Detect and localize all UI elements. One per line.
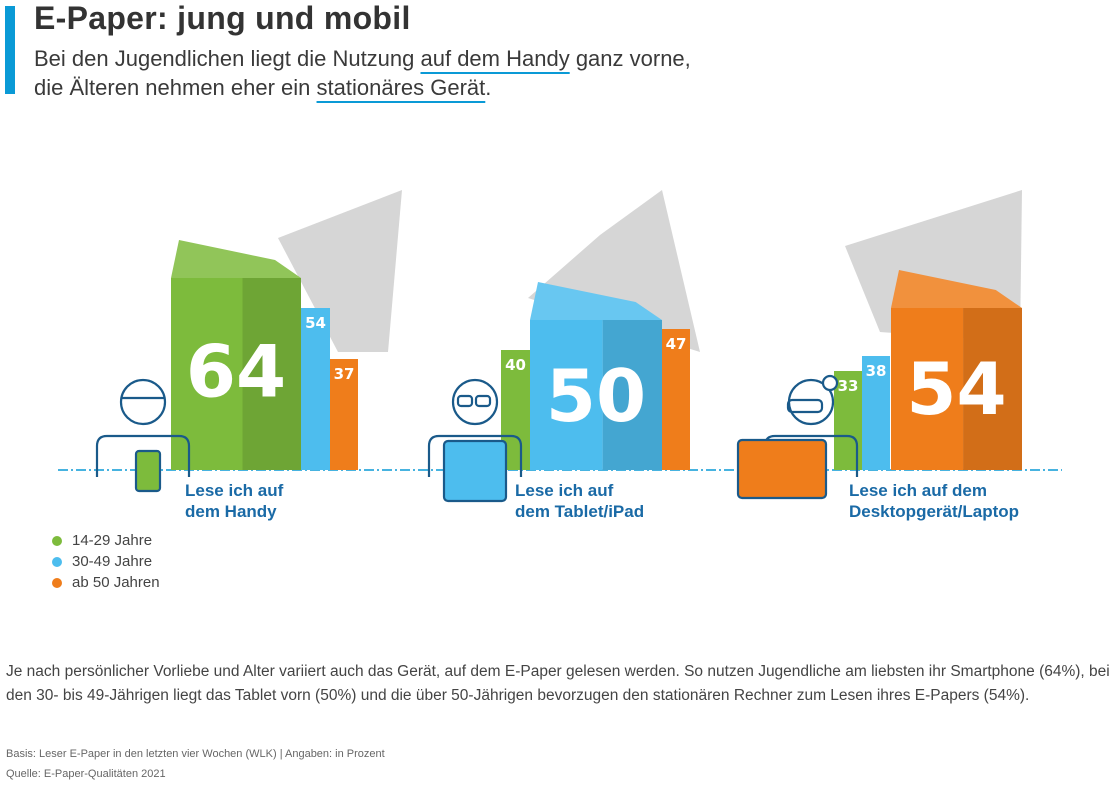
- legend: 14-29 Jahre 30-49 Jahre ab 50 Jahren: [52, 530, 160, 593]
- bar-top: [171, 240, 301, 278]
- subtitle-highlight-handy: auf dem Handy: [420, 46, 570, 71]
- legend-dot: [52, 535, 62, 546]
- bar: [862, 356, 890, 470]
- bar: [171, 278, 243, 470]
- bar-side: [963, 308, 1022, 470]
- description-text: Je nach persönlicher Vorliebe und Alter …: [6, 663, 1110, 704]
- bar-group-1: 40 50 47 Lese ich auf dem Tablet/iPad: [427, 190, 700, 521]
- category-label: Lese ich auf dem: [849, 481, 987, 500]
- subtitle-line-2: die Älteren nehmen eher ein stationäres …: [34, 73, 691, 102]
- data-label: 54: [305, 314, 326, 332]
- legend-label: 30-49 Jahre: [72, 553, 153, 570]
- bar-group-2: 33 38 54 Lese ich auf dem Desktopgerät/Lapto…: [736, 190, 1022, 521]
- data-label: 47: [666, 335, 687, 353]
- smartphone-icon: [95, 378, 191, 493]
- category-label: dem Tablet/iPad: [515, 502, 644, 521]
- bar-top: [530, 282, 662, 320]
- glasses: [786, 398, 824, 414]
- subtitle-text: Bei den Jugendlichen liegt die Nutzung: [34, 46, 421, 71]
- hair-bun: [821, 374, 839, 392]
- glasses-lens: [474, 394, 492, 408]
- glasses-lens: [456, 394, 474, 408]
- category-label: Desktopgerät/Laptop: [849, 502, 1019, 521]
- page-title: E-Paper: jung und mobil: [34, 0, 411, 36]
- bar-side: [602, 320, 662, 470]
- bar: [530, 320, 603, 470]
- tablet: [442, 439, 508, 503]
- legend-item-14-29: 14-29 Jahre: [52, 530, 160, 551]
- legend-dot: [52, 556, 62, 567]
- person-body: [427, 434, 523, 477]
- smartphone: [134, 449, 162, 493]
- subtitle-text: .: [485, 75, 492, 100]
- legend-label: ab 50 Jahren: [72, 574, 160, 591]
- data-label-large: 64: [186, 330, 286, 414]
- subtitle-text: die Älteren nehmen eher ein: [34, 75, 317, 100]
- legend-item-30-49: 30-49 Jahre: [52, 551, 160, 572]
- decor-shadow: [278, 190, 402, 352]
- basis-note: Basis: Leser E-Paper in den letzten vier…: [6, 748, 385, 760]
- category-label: dem Handy: [185, 502, 277, 521]
- bar-side: [242, 278, 301, 470]
- data-label: 33: [838, 377, 859, 395]
- person-body: [95, 434, 191, 477]
- legend-label: 14-29 Jahre: [72, 532, 153, 549]
- bar-top: [891, 270, 1022, 308]
- laptop: [736, 438, 828, 500]
- bar: [662, 329, 690, 470]
- legend-item-50-plus: ab 50 Jahren: [52, 572, 160, 593]
- category-label: Lese ich auf: [185, 481, 284, 500]
- subtitle-highlight-stationaer: stationäres Gerät: [316, 75, 486, 100]
- laptop-icon: [736, 374, 859, 500]
- bar-group-0: 64 54 37 Lese ich auf dem Handy: [95, 190, 402, 521]
- data-label: 40: [505, 356, 526, 374]
- bar: [301, 308, 330, 470]
- data-label-large: 54: [906, 347, 1006, 431]
- subtitle: Bei den Jugendlichen liegt die Nutzung a…: [34, 44, 691, 102]
- subtitle-line-1: Bei den Jugendlichen liegt die Nutzung a…: [34, 44, 691, 73]
- bar: [891, 308, 964, 470]
- data-label-large: 50: [546, 354, 646, 438]
- person-head: [119, 378, 167, 426]
- bar: [330, 359, 358, 470]
- subtitle-text: ganz vorne,: [569, 46, 691, 71]
- data-label: 38: [866, 362, 887, 380]
- source-note: Quelle: E-Paper-Qualitäten 2021: [6, 768, 166, 780]
- legend-dot: [52, 577, 62, 588]
- data-label: 37: [334, 365, 355, 383]
- tablet-icon: [427, 378, 523, 503]
- category-label: Lese ich auf: [515, 481, 614, 500]
- accent-bar: [5, 6, 15, 94]
